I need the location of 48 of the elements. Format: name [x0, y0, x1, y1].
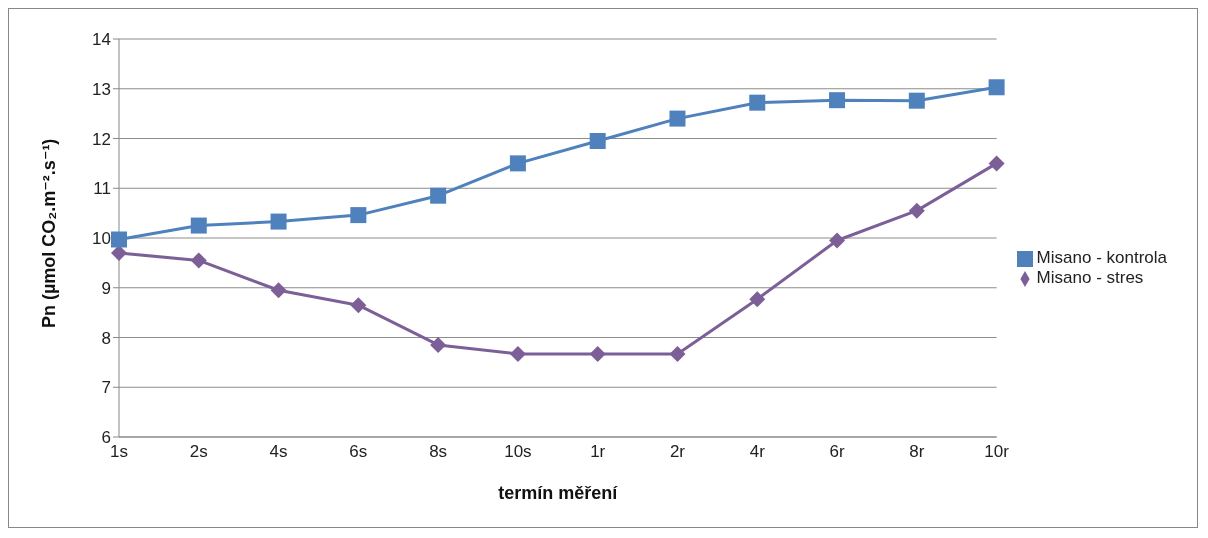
point: [908, 92, 925, 109]
y-tick-label: 7: [101, 378, 111, 398]
point: [190, 252, 207, 269]
legend-label: Misano - kontrola: [1036, 248, 1167, 267]
point: [350, 207, 367, 224]
x-tick-label: 6r: [829, 442, 845, 462]
point: [749, 291, 766, 308]
x-tick-label: 10s: [504, 442, 532, 462]
x-tick-label: 1r: [590, 442, 606, 462]
y-tick-label: 14: [92, 30, 111, 50]
point: [669, 110, 686, 127]
y-tick-label: 8: [101, 328, 111, 348]
point: [350, 297, 367, 314]
x-tick-label: 4s: [269, 442, 288, 462]
point: [669, 345, 686, 362]
y-tick-label: 9: [101, 278, 111, 298]
point: [270, 213, 287, 230]
point: [430, 336, 447, 353]
point: [589, 345, 606, 362]
point: [829, 92, 846, 109]
point: [908, 202, 925, 219]
y-tick-label: 13: [92, 79, 111, 99]
point: [589, 132, 606, 149]
point: [749, 94, 766, 111]
y-tick-label: 12: [92, 129, 111, 149]
x-tick-label: 2r: [669, 442, 686, 462]
point: [509, 155, 526, 172]
point: [988, 155, 1005, 172]
point: [190, 217, 207, 234]
point: [829, 232, 846, 249]
x-tick-label: 4r: [749, 442, 766, 462]
x-tick-label: 10r: [984, 442, 1010, 462]
legend-label: Misano - stres: [1036, 268, 1144, 287]
x-tick-label: 1s: [110, 442, 128, 462]
point: [270, 282, 287, 299]
x-axis-title: termín měření: [498, 483, 619, 503]
y-tick-label: 10: [92, 229, 111, 249]
point: [988, 79, 1005, 96]
point: [509, 345, 526, 362]
point: [111, 231, 127, 248]
y-axis-title: Pn (µmol CO₂.m⁻².s⁻¹): [39, 138, 60, 328]
x-tick-label: 8r: [909, 442, 925, 462]
x-tick-label: 2s: [189, 442, 208, 462]
point: [430, 187, 447, 204]
x-tick-label: 6s: [349, 442, 368, 462]
y-tick-label: 6: [101, 428, 111, 448]
y-tick-label: 11: [93, 179, 111, 199]
x-tick-label: 8s: [429, 442, 448, 462]
